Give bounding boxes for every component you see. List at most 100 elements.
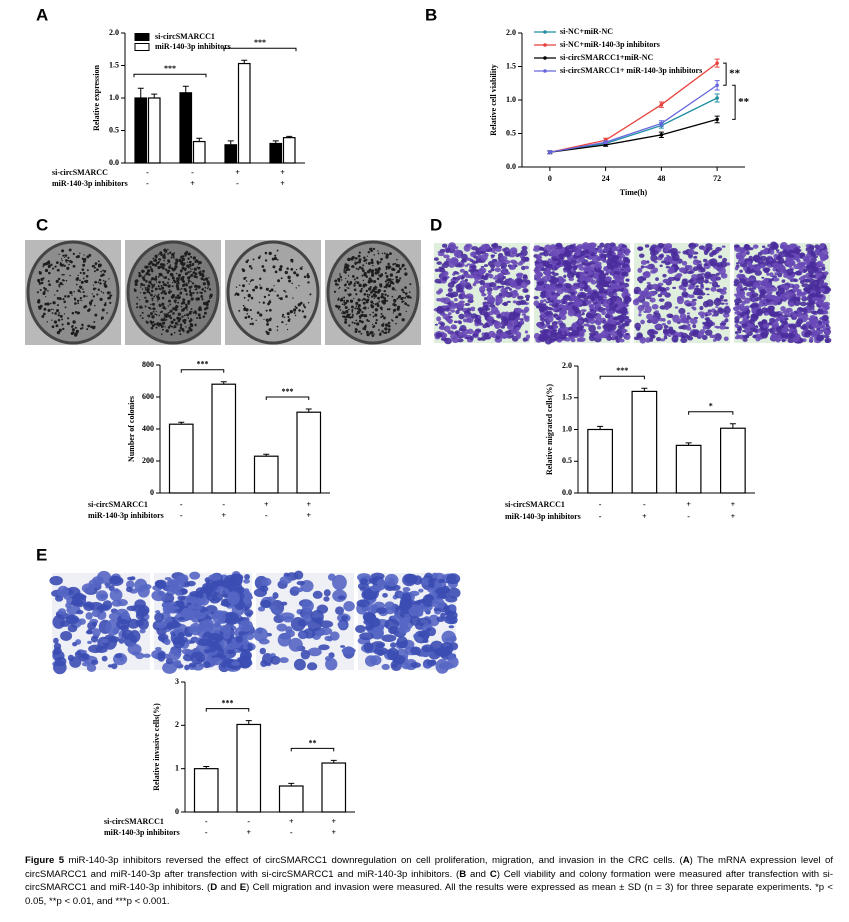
cell <box>293 570 304 580</box>
colony-dot <box>155 313 158 316</box>
cell <box>736 273 743 279</box>
colony-dot <box>61 273 64 276</box>
cell <box>488 282 497 288</box>
colony-dot <box>167 284 171 288</box>
colony-dot <box>242 304 245 307</box>
colony-dot <box>261 265 265 268</box>
cell <box>502 292 509 297</box>
colony-dot <box>206 287 209 290</box>
colony-dot <box>156 261 159 265</box>
cell <box>455 309 460 315</box>
colony-dot <box>148 262 151 266</box>
cell <box>571 274 575 277</box>
colony-dot <box>182 255 184 257</box>
colony-dot <box>258 301 261 304</box>
cell <box>712 338 717 342</box>
colony-dot <box>371 273 375 277</box>
cell <box>639 293 645 299</box>
colony-dot <box>409 296 412 299</box>
colony-dot <box>171 281 174 284</box>
cell <box>598 290 604 294</box>
cell <box>672 314 680 323</box>
colony-dot <box>338 287 340 290</box>
colony-dot <box>160 289 162 291</box>
colony-dot <box>343 269 346 271</box>
condition-value: - <box>599 512 602 521</box>
cell <box>548 286 557 293</box>
cell <box>270 655 281 665</box>
cell <box>456 301 465 309</box>
colony-dot <box>196 260 199 263</box>
colony-dot <box>357 304 361 307</box>
colony-dot <box>93 270 96 273</box>
cell <box>487 290 492 296</box>
cell <box>387 647 400 661</box>
colony-dot <box>284 270 288 275</box>
significance-bracket <box>180 369 225 373</box>
colony-dot <box>47 308 51 312</box>
colony-dot <box>50 308 53 311</box>
cell <box>668 335 672 337</box>
cell <box>661 260 667 264</box>
cell <box>109 588 123 602</box>
cell <box>502 301 509 307</box>
cell <box>457 286 464 293</box>
cell <box>495 296 503 305</box>
colony-dot <box>247 259 250 262</box>
colony-dot <box>79 296 83 300</box>
cell <box>805 305 810 310</box>
colony-dot <box>138 299 141 301</box>
cell <box>95 590 109 602</box>
colony-dot <box>184 269 187 272</box>
colony-dot <box>97 288 100 291</box>
colony-dot <box>150 283 153 286</box>
colony-dot <box>167 291 171 294</box>
colony-dot <box>151 269 154 273</box>
colony-dot <box>157 285 160 288</box>
colony-dot <box>355 303 357 305</box>
cell <box>515 307 523 314</box>
cell <box>285 626 293 634</box>
colony-dot <box>97 281 100 284</box>
error-bar <box>305 408 312 413</box>
cell <box>142 653 151 658</box>
cell <box>646 281 651 285</box>
colony-dot <box>354 330 358 333</box>
significance-bracket <box>133 73 207 78</box>
colony-dot <box>401 263 405 267</box>
cell <box>711 334 717 339</box>
colony-dot <box>161 328 164 331</box>
colony-dot <box>378 333 382 336</box>
cell <box>168 649 181 661</box>
cell <box>780 260 787 264</box>
cell <box>565 283 572 289</box>
cell <box>472 333 479 337</box>
cell <box>522 337 528 342</box>
colony-dot <box>343 315 346 319</box>
colony-dot <box>289 309 293 314</box>
cell <box>609 330 618 336</box>
colony-dot <box>334 282 338 286</box>
cell <box>624 295 631 302</box>
y-axis-label: Relative migrated cells(%) <box>545 384 554 475</box>
cell <box>623 267 631 272</box>
colony-dot <box>373 297 375 299</box>
cell <box>157 653 166 662</box>
colony-dot <box>346 299 349 303</box>
cell <box>745 251 750 255</box>
colony-dot <box>101 308 105 312</box>
cell <box>562 295 571 301</box>
significance-label: * <box>709 402 713 411</box>
colony-dot <box>144 274 146 277</box>
colony-dot <box>73 297 77 301</box>
cell <box>600 330 609 339</box>
cell <box>549 244 557 251</box>
colony-dot <box>151 324 155 327</box>
cell <box>655 337 662 342</box>
cell <box>734 266 739 271</box>
cell <box>165 602 172 607</box>
colony-dot <box>276 258 279 261</box>
cell <box>748 278 755 282</box>
cell <box>277 632 292 647</box>
cell <box>617 251 622 255</box>
